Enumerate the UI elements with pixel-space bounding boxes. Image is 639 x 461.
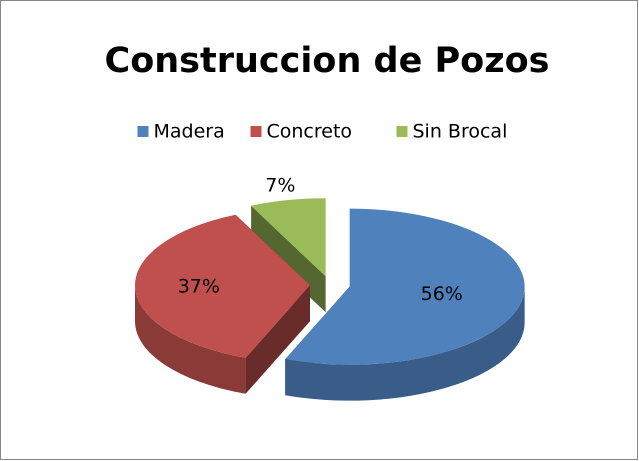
chart-title: Construccion de Pozos bbox=[105, 41, 550, 81]
legend-label: Madera bbox=[154, 121, 225, 143]
slice bbox=[285, 208, 525, 365]
legend-swatch bbox=[137, 126, 149, 137]
slice-wall bbox=[285, 286, 525, 401]
slice-side bbox=[245, 285, 311, 394]
slice bbox=[135, 214, 311, 358]
data-label: 37% bbox=[178, 275, 220, 297]
slice bbox=[251, 198, 326, 277]
data-label: 7% bbox=[265, 175, 295, 197]
legend-swatch bbox=[250, 126, 262, 137]
legend-swatch bbox=[396, 126, 408, 137]
data-label: 56% bbox=[421, 283, 463, 305]
slice-wall bbox=[135, 285, 246, 394]
legend-label: Concreto bbox=[267, 121, 353, 143]
legend-label: Sin Brocal bbox=[413, 121, 508, 143]
